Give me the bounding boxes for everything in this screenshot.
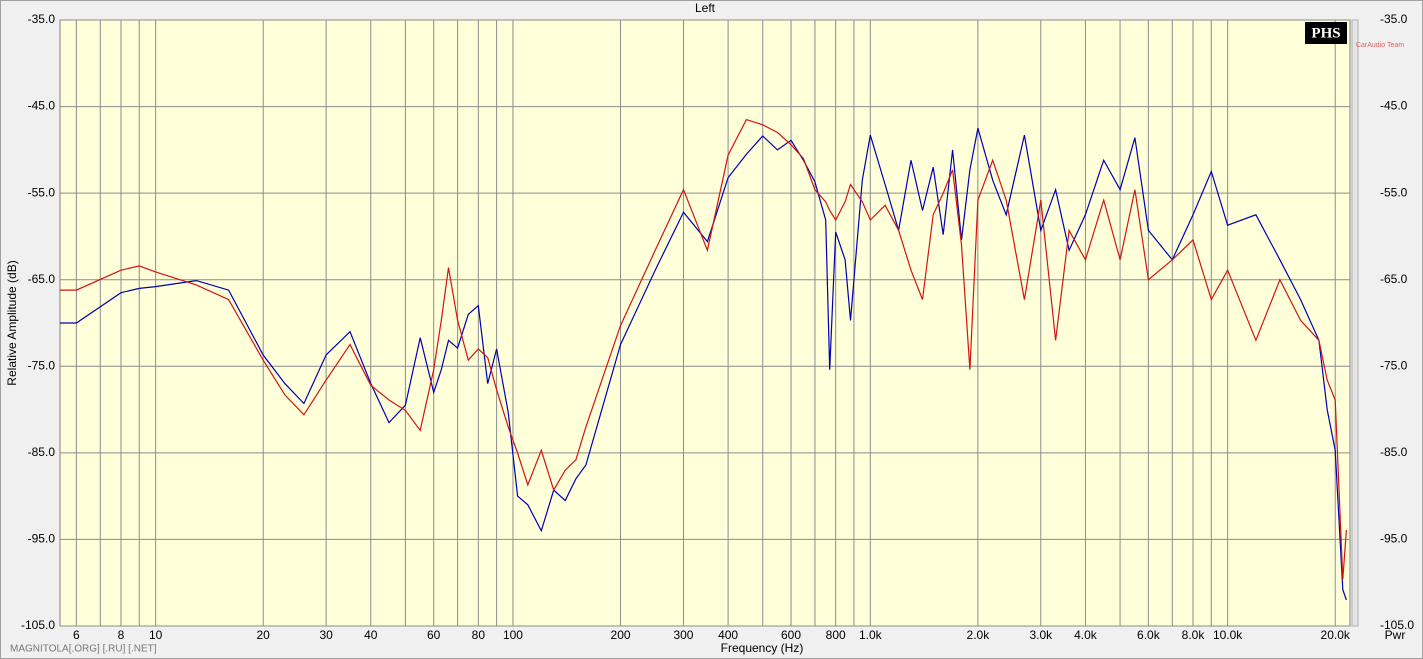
logo-text: PHS [1311, 25, 1340, 41]
y-tick-label: -45.0 [28, 99, 56, 113]
x-tick-label: 8 [118, 628, 125, 642]
y2-tick-label: -45.0 [1380, 99, 1408, 113]
y-tick-label: -105.0 [21, 618, 55, 632]
watermark: MAGNITOLA[.ORG] [.RU] [.NET] [10, 644, 157, 655]
x-tick-label: 2.0k [967, 628, 991, 642]
y-axis-label: Relative Amplitude (dB) [5, 260, 19, 385]
chart-title: Left [695, 1, 716, 15]
y2-axis-label: Pwr [1385, 628, 1406, 642]
y2-tick-label: -85.0 [1380, 445, 1408, 459]
y2-tick-label: -65.0 [1380, 272, 1408, 286]
x-tick-label: 10 [149, 628, 163, 642]
x-tick-label: 30 [319, 628, 333, 642]
y-tick-label: -95.0 [28, 532, 56, 546]
x-tick-label: 20.0k [1321, 628, 1351, 642]
x-tick-label: 8.0k [1182, 628, 1206, 642]
logo-box [1305, 22, 1347, 44]
x-tick-label: 100 [503, 628, 523, 642]
x-tick-label: 6.0k [1137, 628, 1161, 642]
x-tick-label: 300 [673, 628, 693, 642]
x-tick-label: 800 [826, 628, 846, 642]
x-tick-label: 20 [257, 628, 271, 642]
y-tick-label: -75.0 [28, 358, 56, 372]
x-tick-label: 60 [427, 628, 441, 642]
y2-tick-label: -105.0 [1380, 618, 1414, 632]
x-tick-label: 400 [718, 628, 738, 642]
power-meter [1351, 19, 1359, 627]
x-axis-label: Frequency (Hz) [721, 641, 804, 655]
x-tick-label: 3.0k [1029, 628, 1053, 642]
y-tick-label: -85.0 [28, 445, 56, 459]
x-tick-label: 40 [364, 628, 378, 642]
logo-caption: CarAudio Team [1356, 42, 1404, 49]
y-tick-label: -65.0 [28, 272, 56, 286]
y2-tick-label: -95.0 [1380, 532, 1408, 546]
x-tick-label: 200 [611, 628, 631, 642]
y2-tick-label: -55.0 [1380, 185, 1408, 199]
x-tick-label: 80 [472, 628, 486, 642]
x-tick-label: 4.0k [1074, 628, 1098, 642]
plot-area [59, 19, 1351, 627]
y2-tick-label: -35.0 [1380, 12, 1408, 26]
series-line [60, 118, 1347, 580]
y-tick-label: -35.0 [28, 12, 56, 26]
x-tick-label: 600 [781, 628, 801, 642]
x-tick-label: 6 [73, 628, 80, 642]
x-tick-label: 10.0k [1213, 628, 1243, 642]
x-tick-label: 1.0k [859, 628, 883, 642]
y-tick-label: -55.0 [28, 185, 56, 199]
y2-tick-label: -75.0 [1380, 358, 1408, 372]
